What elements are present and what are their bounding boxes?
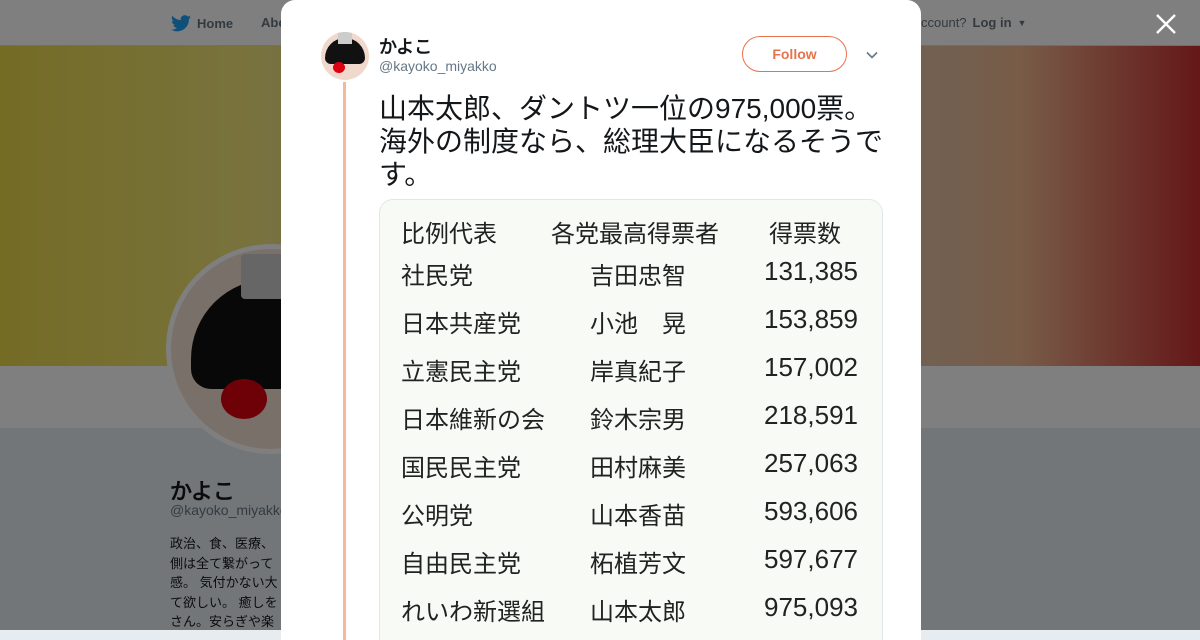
tweet-modal: かよこ @kayoko_miyakko Follow 山本太郎、ダントツ一位の9… [281, 0, 921, 640]
table-cell: 157,002 [764, 352, 858, 382]
table-cell: 国民民主党 [401, 454, 521, 482]
table-row: 日本維新の会 鈴木宗男 218,591 [380, 400, 882, 440]
table-cell: 975,093 [764, 592, 858, 622]
table-row: 国民民主党 田村麻美 257,063 [380, 448, 882, 488]
table-header: 比例代表 各党最高得票者 得票数 [380, 214, 882, 254]
table-cell: 山本香苗 [590, 502, 686, 530]
table-cell: 岸真紀子 [590, 358, 686, 386]
tweet-image[interactable]: 比例代表 各党最高得票者 得票数 社民党 吉田忠智 131,385 日本共産党 小池 晃… [379, 199, 883, 640]
table-cell: 自由民主党 [401, 550, 521, 578]
header-cell: 比例代表 [401, 220, 497, 248]
table-cell: 日本共産党 [401, 310, 521, 338]
thread-line [343, 82, 346, 640]
table-row: 日本共産党 小池 晃 153,859 [380, 304, 882, 344]
follow-button[interactable]: Follow [742, 36, 847, 72]
table-row: 立憲民主党 岸真紀子 157,002 [380, 352, 882, 392]
table-cell: 593,606 [764, 496, 858, 526]
table-cell: 田村麻美 [590, 454, 686, 482]
tweet-text: 山本太郎、ダントツ一位の975,000票。海外の制度なら、総理大臣になるそうです… [379, 93, 884, 190]
header-cell: 得票数 [769, 220, 841, 248]
table-cell: 社民党 [401, 262, 473, 290]
table-cell: 吉田忠智 [590, 262, 686, 290]
table-cell: 257,063 [764, 448, 858, 478]
table-cell: 立憲民主党 [401, 358, 521, 386]
table-row: 公明党 山本香苗 593,606 [380, 496, 882, 536]
table-row: 社民党 吉田忠智 131,385 [380, 256, 882, 296]
author-handle[interactable]: @kayoko_miyakko [379, 58, 497, 74]
table-cell: 218,591 [764, 400, 858, 430]
table-cell: 153,859 [764, 304, 858, 334]
table-row: れいわ新選組 山本太郎 975,093 [380, 592, 882, 632]
table-row: 自由民主党 柘植芳文 597,677 [380, 544, 882, 584]
header-cell: 各党最高得票者 [551, 220, 719, 248]
table-cell: 公明党 [401, 502, 473, 530]
author-name[interactable]: かよこ [379, 37, 433, 57]
table-cell: 山本太郎 [590, 598, 686, 626]
close-icon[interactable] [1155, 13, 1177, 35]
table-cell: れいわ新選組 [401, 598, 545, 626]
table-cell: 柘植芳文 [590, 550, 686, 578]
table-cell: 131,385 [764, 256, 858, 286]
chevron-down-icon[interactable] [865, 48, 879, 62]
table-cell: 鈴木宗男 [590, 406, 686, 434]
table-cell: 597,677 [764, 544, 858, 574]
avatar[interactable] [321, 32, 369, 80]
table-cell: 日本維新の会 [401, 406, 545, 434]
table-cell: 小池 晃 [590, 310, 686, 338]
